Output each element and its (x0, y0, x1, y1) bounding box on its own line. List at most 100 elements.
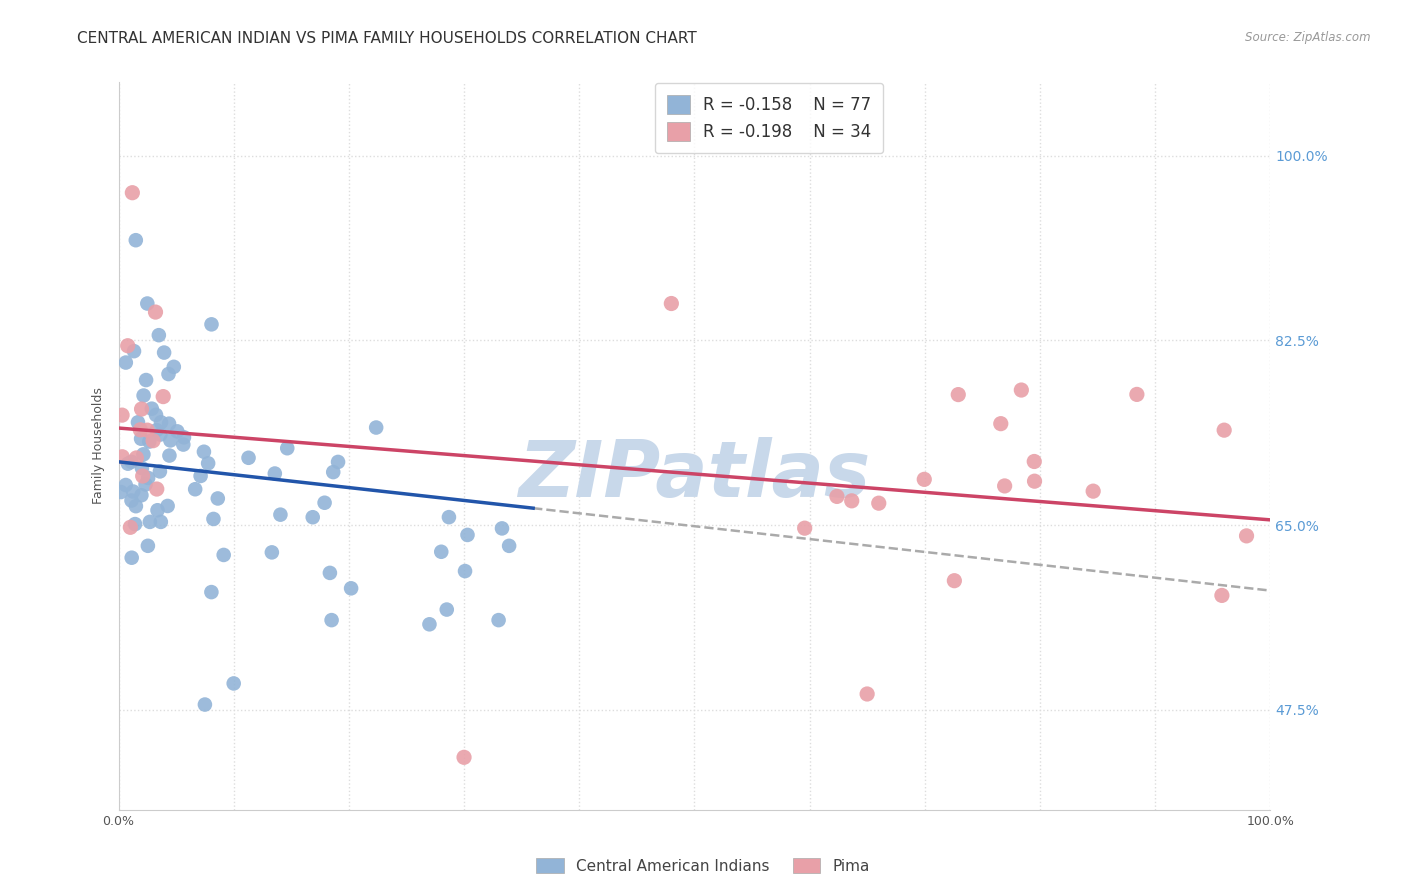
Point (990, 417, 1012, 431)
Point (418, 617, 440, 632)
Point (122, 484, 145, 499)
Point (149, 515, 172, 529)
Point (149, 427, 172, 442)
Legend: Central American Indians, Pima: Central American Indians, Pima (530, 852, 876, 880)
Point (149, 464, 172, 478)
Point (132, 447, 155, 461)
Point (212, 548, 235, 562)
Point (202, 512, 225, 526)
Point (148, 328, 170, 343)
Point (659, 296, 682, 310)
Point (190, 469, 212, 483)
Point (152, 390, 174, 404)
Point (136, 296, 159, 310)
Point (146, 503, 169, 517)
Point (157, 417, 180, 431)
Point (129, 432, 152, 446)
Point (222, 676, 245, 690)
Point (146, 482, 169, 496)
Point (948, 387, 970, 401)
Point (825, 490, 848, 504)
Point (841, 493, 863, 508)
Point (319, 566, 342, 580)
Text: Source: ZipAtlas.com: Source: ZipAtlas.com (1246, 31, 1371, 45)
Point (194, 698, 217, 712)
Point (238, 450, 260, 465)
Point (1024, 454, 1046, 468)
Point (912, 472, 935, 486)
Point (1010, 383, 1032, 397)
Point (260, 545, 283, 559)
Point (145, 408, 167, 422)
Text: ZIPatlas: ZIPatlas (519, 437, 870, 513)
Point (326, 455, 349, 469)
Point (166, 425, 188, 439)
Point (145, 423, 167, 437)
Text: CENTRAL AMERICAN INDIAN VS PIMA FAMILY HOUSEHOLDS CORRELATION CHART: CENTRAL AMERICAN INDIAN VS PIMA FAMILY H… (77, 31, 697, 46)
Point (453, 750, 475, 764)
Point (1211, 589, 1233, 603)
Point (139, 515, 162, 529)
Point (153, 345, 176, 359)
Point (430, 545, 453, 559)
Point (314, 496, 336, 510)
Point (793, 521, 815, 535)
Point (117, 457, 139, 471)
Point (131, 402, 153, 417)
Point (156, 499, 179, 513)
Point (340, 582, 363, 596)
Point (163, 359, 186, 374)
Point (131, 488, 153, 502)
Point (131, 461, 153, 475)
Point (114, 478, 136, 492)
Point (142, 434, 165, 448)
Point (135, 477, 157, 491)
Point (994, 479, 1017, 493)
Point (868, 496, 890, 510)
Point (437, 510, 460, 524)
Point (120, 520, 142, 534)
Point (114, 355, 136, 369)
Point (117, 339, 139, 353)
Point (136, 539, 159, 553)
Y-axis label: Family Households: Family Households (93, 387, 105, 505)
Point (197, 456, 219, 470)
Point (943, 574, 966, 588)
Point (1213, 423, 1236, 437)
Point (122, 344, 145, 359)
Point (111, 408, 134, 422)
Point (120, 455, 142, 469)
Point (111, 450, 134, 464)
Point (498, 539, 520, 553)
Point (276, 441, 298, 455)
Point (110, 485, 132, 500)
Point (322, 465, 344, 479)
Point (145, 305, 167, 319)
Point (136, 423, 159, 437)
Point (436, 602, 458, 616)
Point (856, 687, 879, 701)
Point (200, 585, 222, 599)
Point (207, 491, 229, 506)
Point (173, 430, 195, 444)
Point (131, 469, 153, 483)
Point (491, 521, 513, 535)
Point (184, 482, 207, 496)
Point (488, 613, 510, 627)
Point (125, 450, 148, 465)
Point (454, 564, 477, 578)
Point (321, 613, 343, 627)
Legend: R = -0.158    N = 77, R = -0.198    N = 34: R = -0.158 N = 77, R = -0.198 N = 34 (655, 83, 883, 153)
Point (135, 373, 157, 387)
Point (269, 508, 291, 522)
Point (159, 449, 181, 463)
Point (132, 388, 155, 402)
Point (124, 517, 146, 532)
Point (141, 401, 163, 416)
Point (457, 528, 479, 542)
Point (1126, 387, 1149, 401)
Point (200, 318, 222, 332)
Point (125, 233, 148, 247)
Point (366, 420, 388, 434)
Point (1024, 474, 1046, 488)
